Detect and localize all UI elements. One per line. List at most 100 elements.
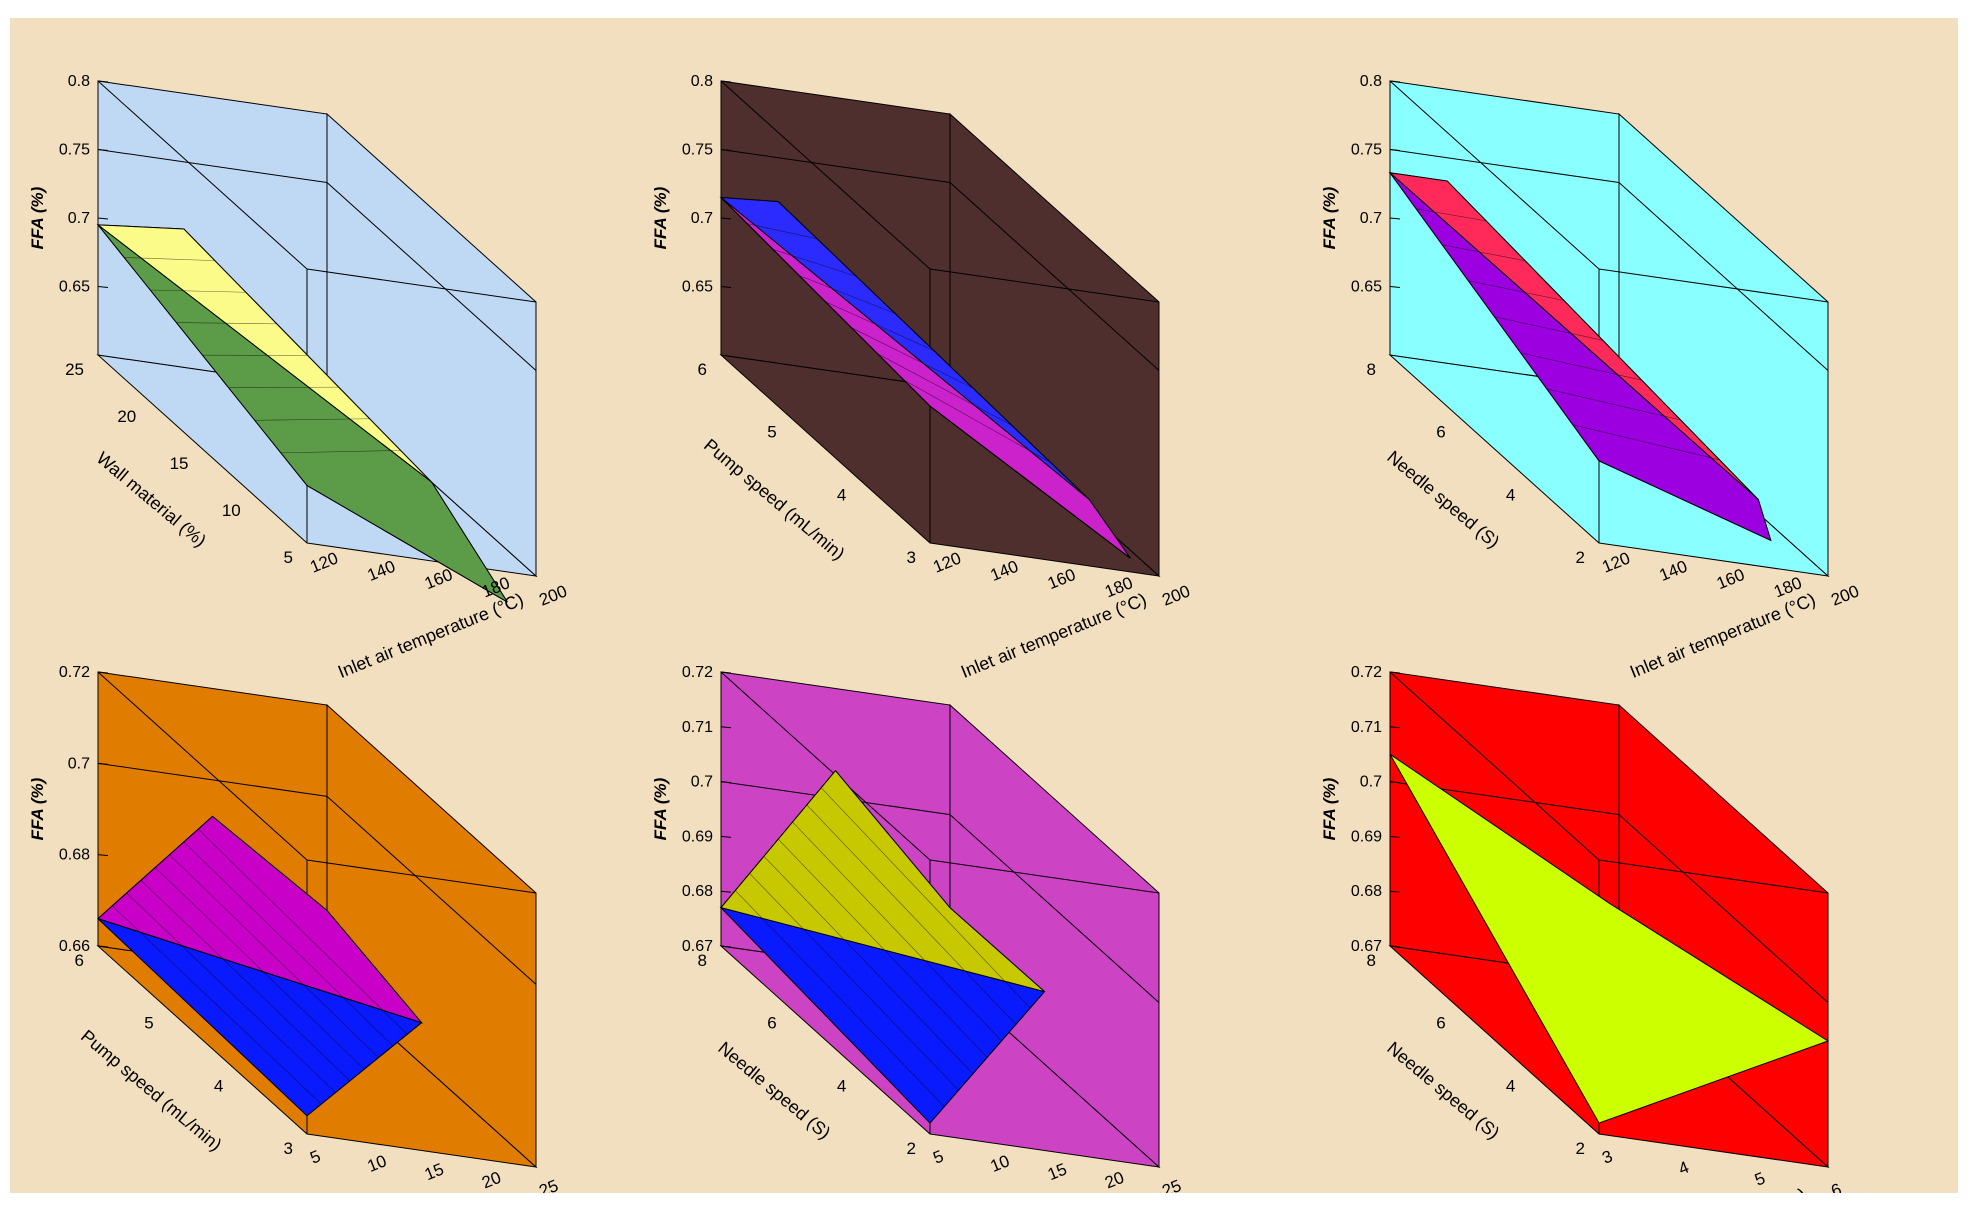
y-tick-label: 8 — [1367, 951, 1376, 970]
z-tick — [1389, 945, 1401, 948]
z-tick-label: 0.8 — [691, 73, 713, 90]
y-axis-label: Needle speed (S) — [1383, 447, 1503, 552]
z-tick — [720, 149, 732, 151]
x-tick-label: 25 — [1159, 1176, 1184, 1193]
z-tick — [1389, 890, 1401, 893]
z-tick — [97, 80, 109, 83]
z-tick-label: 0.72 — [59, 664, 90, 681]
z-tick-label: 0.71 — [682, 719, 713, 736]
surface-chart-6: 0.67 0.68 0.69 0.7 0.71 0.72 FFA (%) 3 4 5 6 Pump s… — [1320, 664, 1844, 1193]
z-tick-label: 0.68 — [1351, 883, 1382, 900]
box-edge — [306, 859, 537, 894]
y-tick-label: 5 — [284, 548, 293, 567]
z-tick — [1389, 149, 1401, 151]
surface-mesh-line — [176, 322, 277, 325]
y-tick-label: 4 — [214, 1076, 223, 1095]
surface-mesh-line — [1416, 208, 1487, 222]
y-tick-label: 6 — [767, 1014, 776, 1033]
figure-panel: 0.65 0.7 0.75 0.8 FFA (%) 120 140 160 180 200 Inle… — [10, 18, 1958, 1193]
y-tick-label: 4 — [837, 485, 846, 504]
surface-chart-4: 0.66 0.68 0.7 0.72 FFA (%) 5 10 15 20 25 Wall mate… — [28, 664, 561, 1193]
surface-mesh-line — [254, 418, 370, 421]
surface-mesh-line — [1442, 244, 1526, 261]
y-tick-label: 2 — [1576, 1139, 1585, 1158]
z-axis-label: FFA (%) — [651, 777, 670, 840]
z-tick-label: 0.8 — [68, 73, 90, 90]
x-tick-label: 15 — [1045, 1160, 1070, 1185]
z-tick-label: 0.65 — [59, 279, 90, 296]
x-axis-label: Wall material (%) — [364, 1192, 498, 1193]
x-tick-label: 120 — [1599, 548, 1632, 576]
z-tick — [1389, 80, 1401, 83]
z-tick — [1389, 217, 1401, 220]
z-tick — [1389, 286, 1401, 288]
z-tick — [97, 762, 109, 765]
x-tick-label: 4 — [1676, 1158, 1692, 1179]
x-tick-label: 20 — [479, 1168, 504, 1193]
z-tick-label: 0.8 — [1360, 73, 1382, 90]
z-tick — [720, 671, 732, 674]
z-tick — [97, 945, 109, 948]
z-tick — [720, 945, 732, 948]
z-tick-label: 0.69 — [1351, 828, 1382, 845]
z-tick-label: 0.69 — [682, 828, 713, 845]
y-tick-label: 5 — [767, 423, 776, 442]
x-tick-label: 140 — [1657, 557, 1690, 585]
z-tick-label: 0.7 — [68, 755, 90, 772]
grid-line — [949, 814, 1160, 1003]
box-edge — [1598, 268, 1829, 303]
grid-line — [97, 762, 328, 797]
surface-mesh-line — [124, 257, 215, 261]
box-edge — [1389, 80, 1600, 270]
surface-mesh-line — [150, 289, 246, 293]
z-tick-label: 0.72 — [682, 664, 713, 681]
y-tick-label: 6 — [698, 360, 707, 379]
surface-mesh-line — [903, 379, 1051, 463]
x-tick-label: 20 — [1102, 1168, 1127, 1193]
box-edge — [97, 671, 308, 861]
y-tick-label: 4 — [1506, 1076, 1515, 1095]
z-tick — [97, 149, 109, 151]
y-tick-label: 8 — [1367, 360, 1376, 379]
x-tick-label: 5 — [307, 1147, 323, 1168]
box-edge — [97, 80, 308, 270]
x-tick-label: 200 — [1159, 581, 1192, 609]
grid-line — [1618, 182, 1829, 371]
z-tick — [1389, 671, 1401, 674]
z-tick-label: 0.65 — [1351, 279, 1382, 296]
x-tick-label: 5 — [930, 1147, 946, 1168]
grid-line — [1389, 149, 1620, 183]
x-tick-label: 200 — [1828, 581, 1861, 609]
z-tick-label: 0.75 — [1351, 142, 1382, 159]
surface-mesh-line — [851, 327, 973, 389]
surface-mesh-line — [792, 821, 1002, 1042]
surface-mesh-line — [825, 301, 934, 351]
z-tick-label: 0.7 — [1360, 210, 1382, 227]
surface-mesh-line — [806, 804, 1017, 1025]
x-tick-label: 140 — [988, 557, 1021, 585]
z-tick-label: 0.65 — [682, 279, 713, 296]
z-tick-label: 0.7 — [691, 210, 713, 227]
x-axis-label: Inlet air temperature (°C) — [335, 589, 526, 682]
z-tick — [97, 671, 109, 674]
box-edge — [929, 859, 1160, 894]
y-tick-label: 2 — [907, 1139, 916, 1158]
z-tick — [720, 726, 732, 729]
grid-line — [949, 182, 1160, 371]
surface-chart-5: 0.67 0.68 0.69 0.7 0.71 0.72 FFA (%) 5 10 15 20 25 W… — [651, 664, 1184, 1193]
response-surface-facet — [97, 224, 508, 603]
surface-mesh-line — [169, 854, 379, 1058]
surface-mesh-line — [877, 353, 1012, 426]
y-tick-label: 8 — [698, 951, 707, 970]
z-axis-label: FFA (%) — [1320, 777, 1339, 840]
surface-mesh-line — [773, 249, 857, 277]
y-tick-label: 3 — [907, 548, 916, 567]
z-tick-label: 0.68 — [59, 847, 90, 864]
y-tick-label: 2 — [1576, 548, 1585, 567]
box-edge — [929, 268, 1160, 303]
y-tick-label: 10 — [222, 501, 241, 520]
response-surface-facet — [97, 815, 424, 1024]
z-tick — [97, 286, 109, 288]
z-axis-label: FFA (%) — [1320, 186, 1339, 249]
